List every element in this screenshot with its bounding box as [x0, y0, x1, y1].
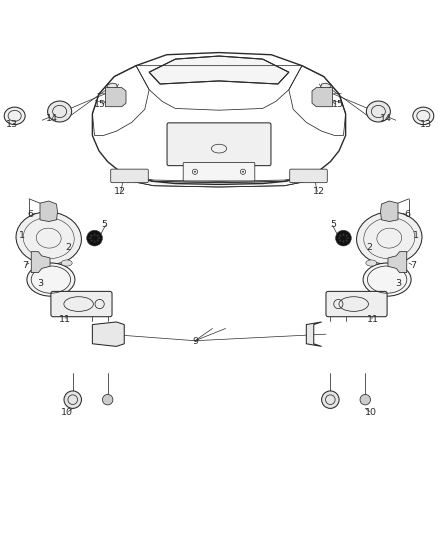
Text: 10: 10	[61, 408, 73, 417]
FancyBboxPatch shape	[183, 163, 255, 181]
Ellipse shape	[90, 239, 92, 241]
Text: 9: 9	[192, 337, 198, 346]
Text: 11: 11	[59, 315, 71, 324]
Circle shape	[336, 230, 351, 246]
Polygon shape	[108, 83, 117, 89]
Text: 5: 5	[102, 220, 108, 229]
Text: 6: 6	[28, 211, 33, 220]
Text: 7: 7	[410, 261, 416, 270]
Ellipse shape	[94, 233, 95, 236]
Text: 12: 12	[113, 187, 125, 196]
Ellipse shape	[346, 237, 349, 239]
Ellipse shape	[346, 235, 348, 237]
Circle shape	[321, 391, 339, 408]
Ellipse shape	[338, 237, 340, 239]
Polygon shape	[388, 252, 407, 272]
Text: 6: 6	[405, 211, 410, 220]
FancyBboxPatch shape	[111, 169, 148, 183]
Text: 7: 7	[22, 261, 28, 270]
Text: 13: 13	[6, 120, 18, 128]
Ellipse shape	[357, 212, 422, 264]
Text: 5: 5	[330, 220, 336, 229]
Ellipse shape	[98, 237, 100, 239]
Polygon shape	[149, 56, 289, 84]
Text: 14: 14	[46, 114, 58, 123]
Text: 11: 11	[367, 315, 379, 324]
Circle shape	[64, 391, 81, 408]
Text: 1: 1	[19, 231, 25, 239]
Text: 3: 3	[37, 279, 43, 288]
Text: 3: 3	[395, 279, 401, 288]
Ellipse shape	[366, 260, 377, 266]
FancyBboxPatch shape	[51, 292, 112, 317]
Polygon shape	[92, 322, 124, 346]
Ellipse shape	[346, 239, 348, 241]
Text: 15: 15	[332, 100, 344, 109]
Ellipse shape	[413, 107, 434, 125]
Ellipse shape	[48, 101, 72, 122]
Ellipse shape	[363, 263, 411, 296]
Polygon shape	[114, 171, 321, 187]
Text: 1: 1	[413, 231, 419, 239]
Circle shape	[102, 394, 113, 405]
Ellipse shape	[4, 107, 25, 125]
FancyBboxPatch shape	[290, 169, 327, 183]
Circle shape	[242, 171, 244, 173]
Text: 2: 2	[367, 243, 373, 252]
Text: 15: 15	[94, 100, 106, 109]
FancyBboxPatch shape	[167, 123, 271, 166]
Ellipse shape	[343, 233, 344, 236]
Circle shape	[194, 171, 196, 173]
Ellipse shape	[96, 239, 99, 241]
Polygon shape	[92, 53, 346, 184]
FancyBboxPatch shape	[326, 292, 387, 317]
Circle shape	[360, 394, 371, 405]
Ellipse shape	[94, 240, 95, 243]
Text: 13: 13	[420, 120, 432, 128]
Ellipse shape	[96, 235, 99, 237]
Polygon shape	[381, 201, 398, 222]
Ellipse shape	[339, 239, 342, 241]
Text: 10: 10	[365, 408, 377, 417]
Ellipse shape	[339, 235, 342, 237]
Ellipse shape	[61, 260, 72, 266]
Ellipse shape	[366, 101, 390, 122]
Ellipse shape	[16, 212, 81, 264]
Polygon shape	[106, 87, 126, 107]
Polygon shape	[31, 252, 50, 272]
Circle shape	[87, 230, 102, 246]
Ellipse shape	[343, 240, 344, 243]
Polygon shape	[40, 201, 57, 222]
Polygon shape	[312, 87, 332, 107]
Text: 2: 2	[65, 243, 71, 252]
Ellipse shape	[90, 235, 92, 237]
Ellipse shape	[27, 263, 75, 296]
Polygon shape	[321, 83, 330, 89]
Text: 14: 14	[380, 114, 392, 123]
Text: 12: 12	[313, 187, 325, 196]
Ellipse shape	[89, 237, 92, 239]
Polygon shape	[306, 322, 321, 346]
